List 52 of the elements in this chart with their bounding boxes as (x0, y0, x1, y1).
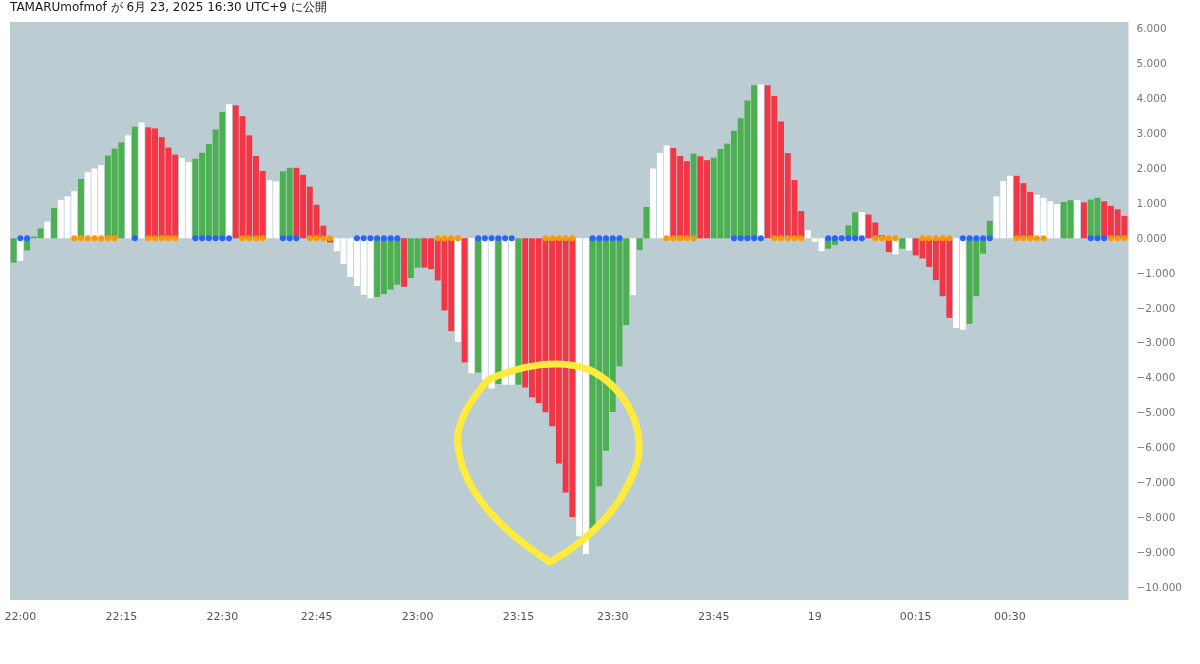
y-tick-label: −10.000 (1136, 580, 1183, 593)
y-tick-label: 1.000 (1136, 196, 1167, 209)
bar (226, 104, 233, 239)
y-tick-label: −4.000 (1136, 371, 1176, 384)
bar (131, 126, 138, 239)
x-tick-label: 23:45 (697, 609, 730, 623)
y-tick-label: −3.000 (1136, 336, 1176, 349)
y-tick-label: −1.000 (1136, 266, 1176, 279)
y-tick-label: 0.000 (1136, 231, 1167, 244)
y-tick-label: 2.000 (1136, 162, 1167, 175)
bar (10, 238, 17, 263)
y-tick-label: −7.000 (1136, 475, 1176, 488)
bar (468, 238, 475, 374)
bar (629, 238, 636, 296)
x-tick-label: 00:30 (994, 609, 1026, 623)
bar (475, 238, 482, 373)
x-tick-label: 23:00 (401, 609, 434, 623)
x-tick-label: 22:00 (4, 609, 37, 623)
bar (1074, 200, 1081, 239)
bar (905, 238, 912, 251)
bar (757, 84, 764, 239)
y-tick-label: −9.000 (1136, 545, 1176, 558)
y-tick-label: 5.000 (1136, 57, 1167, 70)
x-tick-label: 19 (807, 609, 822, 623)
bar (899, 238, 906, 249)
bar (77, 178, 84, 239)
y-tick-label: −6.000 (1136, 441, 1176, 454)
bar (1081, 202, 1087, 239)
bar (858, 212, 865, 239)
x-tick-label: 22:15 (105, 609, 138, 623)
bar (454, 238, 461, 342)
y-tick-label: −2.000 (1136, 301, 1176, 314)
y-tick-label: 4.000 (1136, 92, 1167, 105)
bar (805, 230, 811, 239)
chart-title: TAMARUmofmof が 6月 23, 2025 16:30 UTC+9 に公開 (9, 0, 327, 14)
x-tick-label: 22:30 (206, 609, 239, 623)
y-tick-label: −8.000 (1136, 510, 1176, 523)
bar (643, 206, 650, 239)
x-tick-label: 23:30 (596, 609, 629, 623)
bar (44, 221, 51, 239)
x-tick-label: 00:15 (899, 609, 932, 623)
bar (636, 238, 643, 251)
bar (461, 238, 468, 363)
bar (51, 207, 57, 239)
x-tick-label: 23:15 (502, 609, 535, 623)
x-tick-label: 22:45 (300, 609, 333, 623)
y-tick-label: 3.000 (1136, 127, 1167, 140)
y-tick-label: 6.000 (1136, 22, 1167, 35)
y-tick-label: −5.000 (1136, 406, 1176, 419)
bar (125, 135, 132, 239)
bar (495, 238, 502, 385)
bar (401, 238, 408, 287)
